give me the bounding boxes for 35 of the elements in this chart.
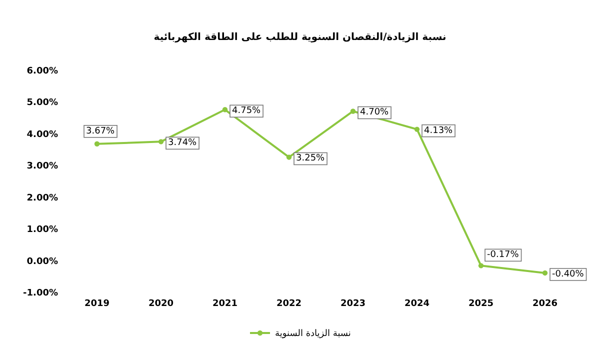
x-tick-label: 2021 (212, 299, 238, 309)
data-label: -0.17% (487, 250, 520, 260)
data-label: 3.67% (86, 126, 116, 136)
title: نسبة الزيادة/النقصان السنوية للطلب على الطاقة الكهربائية (154, 32, 446, 43)
y-tick-label: 1.00% (26, 225, 58, 236)
x-tick-label: 2020 (148, 299, 174, 309)
point (286, 154, 292, 160)
y-tick-label: 2.00% (26, 193, 58, 204)
y-tick-label: 6.00% (26, 66, 58, 76)
legend-label: نسبة الزيادة السنوية (275, 329, 351, 339)
x-tick-label: 2023 (340, 299, 366, 309)
point (158, 139, 164, 144)
x-tick-label: 2025 (468, 299, 494, 309)
x-tick-label: 2024 (404, 299, 430, 309)
y-tick-label: 0.00% (26, 256, 58, 267)
point (542, 270, 548, 276)
x-tick-label: 2019 (84, 299, 110, 309)
data-label: 3.25% (296, 154, 326, 164)
x-tick-label: 2026 (532, 299, 558, 309)
point (478, 263, 484, 268)
point (414, 126, 420, 132)
y-tick-label: 5.00% (26, 98, 58, 108)
y-tick-label: 3.00% (26, 162, 58, 172)
data-label: 4.70% (360, 108, 390, 118)
data-label: 4.75% (232, 106, 262, 116)
y-tick-label: 4.00% (26, 130, 58, 140)
y-tick-label: -1.00% (23, 288, 58, 298)
data-label: -0.40% (552, 269, 584, 280)
data-label: 4.13% (424, 126, 454, 136)
x-tick-label: 2022 (276, 299, 302, 309)
legend: نسبة الزيادة السنوية (250, 329, 351, 339)
point (94, 141, 100, 146)
data-label: 3.74% (168, 138, 198, 148)
point (350, 108, 356, 114)
point (222, 107, 228, 112)
